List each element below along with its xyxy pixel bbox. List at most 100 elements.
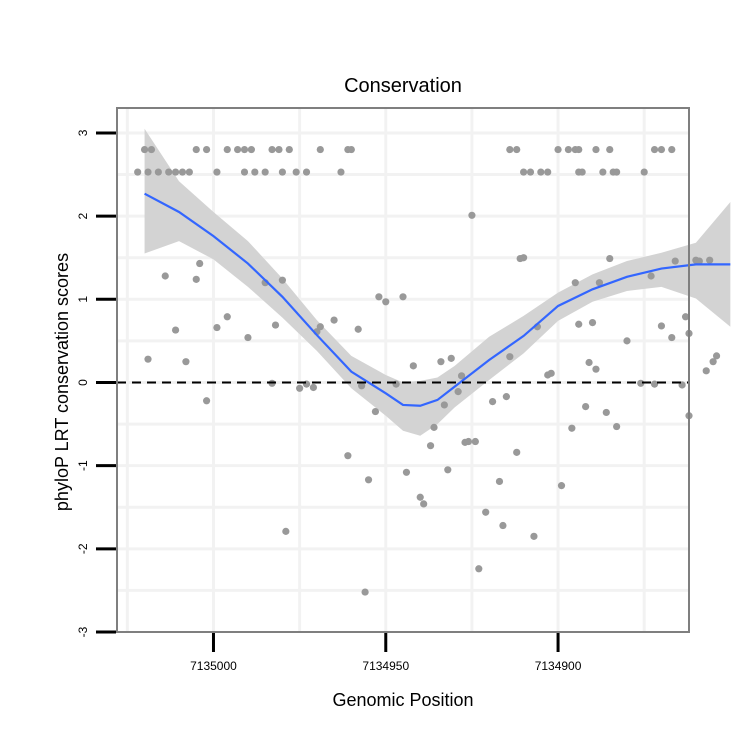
data-point — [447, 354, 455, 362]
data-point — [416, 493, 424, 501]
data-point — [223, 145, 231, 154]
data-point — [530, 532, 538, 540]
smooth-fit-line — [144, 192, 731, 407]
data-point — [702, 367, 710, 375]
y-tick-label: -2 — [76, 543, 90, 554]
data-point — [575, 145, 583, 154]
data-point — [182, 358, 190, 366]
data-point — [671, 257, 679, 265]
plot-panel-border — [116, 107, 690, 633]
grid-lines — [117, 108, 689, 632]
x-tick-label: 7134900 — [535, 659, 582, 673]
data-point — [271, 321, 280, 329]
data-point — [337, 168, 345, 176]
data-point — [302, 168, 311, 176]
data-point — [420, 500, 428, 508]
data-point — [475, 565, 483, 573]
data-point — [144, 168, 152, 176]
data-point — [575, 320, 583, 328]
data-point — [668, 333, 676, 342]
y-tick-label: 1 — [76, 296, 90, 303]
data-point — [657, 322, 666, 330]
data-point — [668, 145, 676, 154]
data-point — [361, 588, 369, 596]
data-point — [316, 145, 324, 154]
data-point — [202, 397, 211, 405]
y-tick-label: -3 — [76, 626, 90, 637]
data-point — [454, 388, 462, 396]
data-point — [513, 448, 521, 456]
data-point — [582, 402, 590, 411]
data-point — [247, 145, 255, 154]
data-point — [495, 477, 504, 486]
data-point — [213, 168, 221, 176]
data-point — [371, 407, 380, 416]
data-point — [588, 318, 597, 327]
data-point — [544, 168, 552, 176]
data-point — [440, 401, 448, 409]
data-point — [513, 145, 521, 154]
data-point — [316, 323, 324, 331]
smooth-line-layer — [144, 192, 731, 407]
data-point — [430, 423, 438, 431]
data-point — [278, 168, 286, 176]
data-point — [468, 211, 476, 219]
data-point — [444, 466, 452, 474]
data-point — [171, 168, 180, 176]
data-point — [613, 422, 621, 431]
data-point — [606, 254, 614, 263]
data-point — [499, 521, 507, 530]
data-point — [196, 259, 204, 268]
data-point — [402, 468, 411, 476]
data-point — [706, 256, 714, 264]
data-point — [144, 355, 152, 363]
data-point — [602, 408, 610, 417]
data-point — [296, 384, 304, 392]
data-point — [554, 145, 562, 154]
data-point — [244, 333, 252, 342]
y-tick-label: 2 — [76, 212, 90, 219]
data-point — [282, 527, 290, 535]
data-point — [599, 168, 607, 176]
data-point — [358, 382, 366, 390]
data-point — [520, 168, 528, 176]
data-point — [695, 257, 703, 265]
data-point — [285, 145, 293, 154]
data-point — [275, 145, 283, 154]
data-point — [537, 168, 545, 176]
axes-layer: -3 -2 -1 0 1 2 3 7135000 7134950 7134900 — [76, 129, 582, 673]
data-point — [557, 482, 566, 490]
data-point — [134, 168, 142, 176]
data-point — [647, 272, 655, 280]
data-point — [640, 168, 648, 176]
data-point — [502, 393, 510, 401]
data-point — [347, 145, 355, 154]
data-point — [657, 145, 666, 154]
data-point — [309, 383, 318, 392]
y-tick-label: 3 — [76, 129, 90, 136]
data-point — [192, 275, 200, 283]
data-point — [192, 145, 200, 154]
y-tick-label: -1 — [76, 460, 90, 471]
y-tick-label: 0 — [76, 379, 90, 386]
data-point — [547, 369, 555, 377]
data-point — [564, 145, 572, 154]
data-point — [140, 145, 149, 154]
data-point — [399, 293, 407, 301]
data-point — [330, 316, 338, 324]
data-point — [578, 168, 586, 176]
data-point — [234, 145, 242, 154]
data-point — [464, 437, 473, 446]
data-point — [482, 508, 490, 516]
data-point — [681, 313, 690, 321]
data-point — [185, 168, 193, 176]
data-point — [278, 276, 286, 284]
data-point — [161, 272, 169, 280]
x-tick-label: 7135000 — [190, 659, 237, 673]
data-point — [178, 168, 187, 176]
x-axis-label: Genomic Position — [332, 690, 473, 710]
data-point — [595, 279, 604, 287]
data-point — [268, 145, 276, 154]
data-point — [606, 145, 614, 154]
